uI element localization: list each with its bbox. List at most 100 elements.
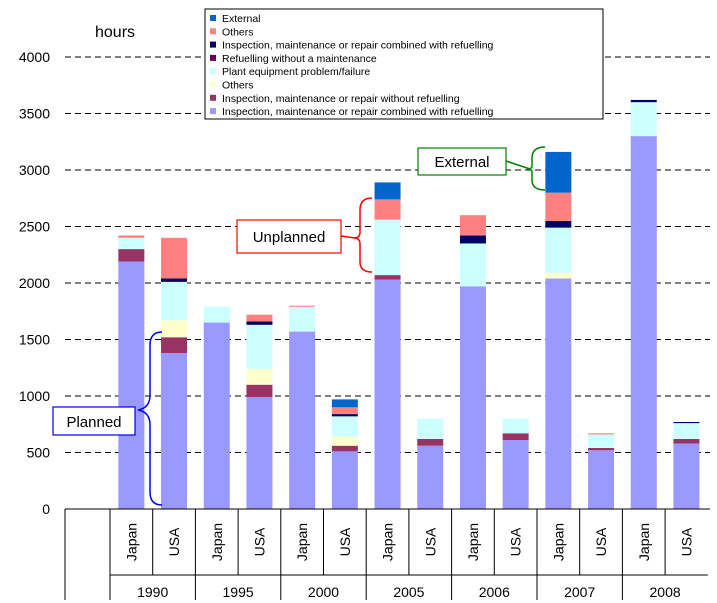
bar-segment [374,199,401,220]
bar-segment [502,433,529,441]
annotation-bracket [340,197,373,273]
legend-label: Others [222,80,254,92]
legend-label: Inspection, maintenance or repair combin… [222,40,494,52]
bar-segment [588,433,615,435]
bar-segment [246,321,273,325]
legend-swatch [210,108,216,115]
x-tick-label: USA [678,527,694,556]
bar-segment [374,275,401,280]
x-tick-label: Japan [550,523,566,561]
bar-segment [374,279,401,509]
bar-segment [161,281,188,321]
legend-swatch [210,81,216,88]
y-tick-label: 500 [27,445,51,461]
bar-segment [118,261,145,509]
legend-swatch [210,68,216,75]
legend-label: Inspection, maintenance or repair combin… [222,106,494,118]
bar-segment [331,416,358,437]
bar-segment [331,399,358,408]
x-tick-label: USA [422,527,438,556]
bar-segment [459,235,486,244]
bar-segment [673,438,700,444]
year-label: 1995 [223,584,254,600]
bar-segment [331,445,358,452]
y-tick-labels: 0 500 1000 1500 2000 2500 3000 3500 4000 [19,49,50,517]
bar-segment [246,384,273,398]
bar-segment [161,337,188,354]
x-tick-label: USA [508,527,524,556]
bar-segment [161,320,188,338]
year-label: 2008 [650,584,681,600]
bar-segment [331,414,358,417]
bar-segment [161,353,188,509]
bar-segment [673,423,700,439]
bar-segment [630,136,657,509]
bar-segment [545,220,572,228]
bar-segment [161,278,188,282]
legend-swatch [210,28,216,35]
annotation-bracket [137,331,163,506]
bar-segment [545,192,572,221]
bar-segment [374,182,401,200]
bar-segment [673,421,700,424]
legend-label: External [222,13,261,25]
bar-segment [545,272,572,279]
bar-segment [588,447,615,451]
axes [64,508,710,600]
legend-swatch [210,41,216,48]
year-label: 2000 [308,584,339,600]
bar-segment [289,331,316,509]
bar-segment [630,102,657,137]
y-tick-label: 1000 [19,388,50,404]
year-label: 2006 [479,584,510,600]
legend-swatch [210,54,216,61]
bar-segment [331,407,358,415]
bar-segment [246,324,273,369]
x-category-labels: Japan USA Japan USA Japan USA Japan USA Japan USA… [123,523,694,600]
x-tick-label: Japan [209,523,225,561]
legend-swatch [210,15,216,21]
legend-label: Plant equipment problem/failure [222,66,370,78]
annotations: External Unplanned Planned [52,146,546,506]
annotation-planned: Planned [66,414,121,431]
bar-segment [502,440,529,509]
bar-segment [289,305,316,307]
bar-segment [502,418,529,434]
bar-segment [417,438,444,446]
annotation-unplanned: Unplanned [253,229,326,246]
x-tick-label: USA [251,527,267,556]
bar-segment [459,243,486,287]
bar-segment [118,235,145,238]
y-axis-unit: hours [95,24,135,41]
bar-segment [545,227,572,273]
bar-segment [118,237,145,250]
bar-segment [588,450,615,509]
legend-swatch [210,94,216,101]
legend-label: Inspection, maintenance or repair withou… [222,93,460,105]
bar-segment [417,445,444,509]
x-tick-label: USA [593,527,609,556]
legend-label: Others [222,26,254,38]
annotation-box [52,406,136,436]
x-tick-label: USA [337,527,353,556]
y-tick-label: 1500 [19,332,50,348]
bar-segment [289,306,316,332]
bar-segment [545,278,572,509]
bar-segment [246,314,273,322]
bar-segment [459,286,486,509]
y-tick-label: 3000 [19,162,50,178]
year-label: 2007 [564,584,595,600]
y-tick-label: 2000 [19,275,50,291]
annotation-box [236,219,342,254]
year-label: 2005 [393,584,424,600]
bar-segment [545,151,572,193]
legend-box [204,8,604,120]
bar-segment [374,219,401,276]
bar-segment [203,322,230,509]
bar-segment [459,215,486,236]
bar-stacks [118,99,700,509]
x-tick-label: Japan [294,523,310,561]
bar-segment [331,436,358,446]
